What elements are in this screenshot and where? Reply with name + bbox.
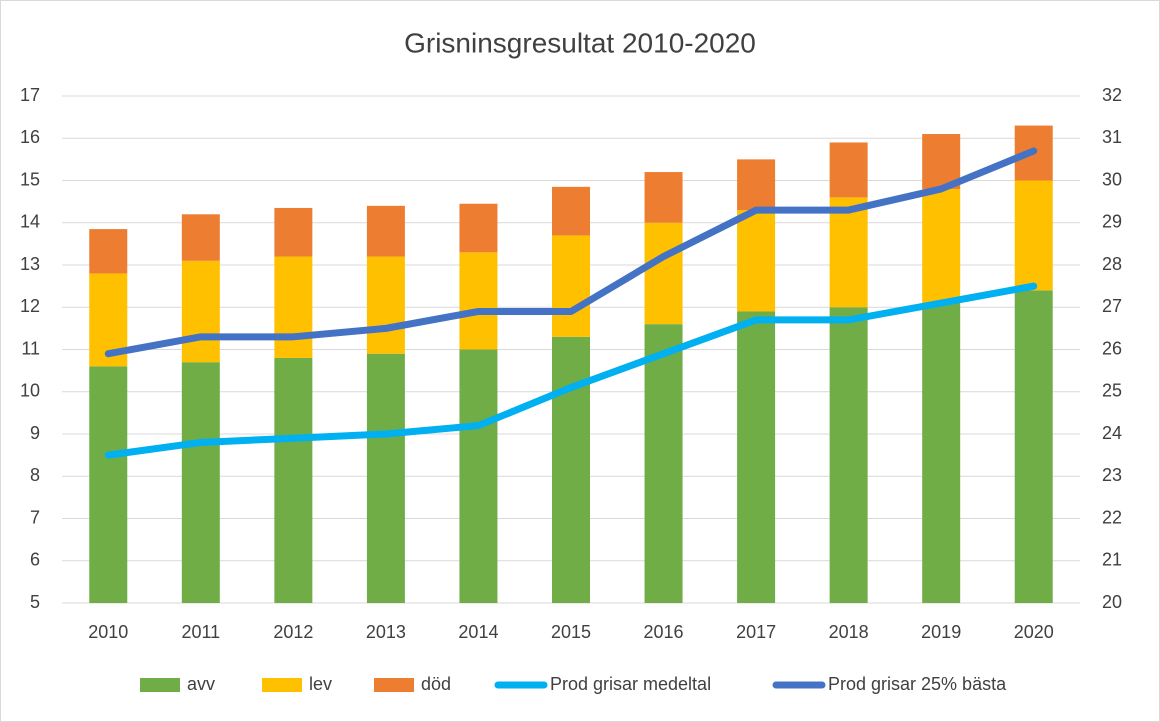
bar-segment (459, 203, 498, 253)
bar-segment (922, 134, 961, 189)
y-tick-label: 15 (20, 169, 40, 189)
bar-segment (737, 159, 776, 211)
y2-tick-label: 31 (1102, 127, 1122, 147)
x-tick-label: 2015 (551, 622, 591, 642)
bar-segment (737, 311, 776, 603)
y2-tick-label: 28 (1102, 254, 1122, 274)
x-tick-label: 2019 (921, 622, 961, 642)
legend-label: Prod grisar 25% bästa (828, 674, 1007, 694)
legend-label: död (421, 674, 451, 694)
x-tick-label: 2020 (1014, 622, 1054, 642)
bar-segment (274, 256, 313, 358)
bar-segment (181, 362, 220, 603)
bar-segment (737, 210, 776, 312)
bar-segment (89, 366, 128, 603)
bar-segment (366, 205, 405, 257)
bar-segment (644, 324, 683, 603)
bar-segment (459, 252, 498, 350)
bar-segment (274, 357, 313, 603)
legend-swatch (262, 678, 302, 692)
x-tick-label: 2016 (644, 622, 684, 642)
bar-segment (829, 142, 868, 198)
bar-segment (89, 229, 128, 274)
y-tick-label: 14 (20, 212, 40, 232)
y2-tick-label: 27 (1102, 296, 1122, 316)
bar-segment (366, 256, 405, 354)
bar-segment (644, 222, 683, 325)
legend-label: lev (309, 674, 332, 694)
bar-segment (644, 172, 683, 223)
y-tick-label: 6 (30, 550, 40, 570)
bar-segment (274, 207, 313, 257)
y2-tick-label: 26 (1102, 338, 1122, 358)
bar-segment (366, 353, 405, 603)
bar-segment (181, 260, 220, 363)
bar-segment (1014, 180, 1053, 291)
bar-segment (552, 186, 590, 236)
line-series (104, 147, 1038, 358)
y-tick-label: 5 (30, 592, 40, 612)
bar-segment (459, 349, 498, 603)
line-series (104, 282, 1038, 459)
x-tick-label: 2010 (88, 622, 128, 642)
y-tick-label: 17 (20, 85, 40, 105)
bar-segment (181, 214, 220, 261)
chart-title: Grisninsgresultat 2010-2020 (404, 27, 756, 58)
x-tick-label: 2018 (829, 622, 869, 642)
y-tick-label: 12 (20, 296, 40, 316)
x-tick-label: 2012 (273, 622, 313, 642)
bar-segment (552, 336, 590, 603)
legend-label: avv (187, 674, 215, 694)
y-tick-label: 10 (20, 381, 40, 401)
y2-tick-label: 30 (1102, 169, 1122, 189)
y-tick-label: 7 (30, 507, 40, 527)
bar-segment (922, 303, 961, 603)
x-tick-label: 2017 (736, 622, 776, 642)
y2-tick-label: 29 (1102, 212, 1122, 232)
legend-label: Prod grisar medeltal (550, 674, 711, 694)
y2-tick-label: 23 (1102, 465, 1122, 485)
y2-tick-label: 24 (1102, 423, 1122, 443)
x-tick-label: 2014 (458, 622, 498, 642)
bar-segment (829, 197, 868, 308)
y-tick-label: 11 (21, 338, 40, 358)
y2-tick-label: 20 (1102, 592, 1122, 612)
legend-swatch (374, 678, 414, 692)
bar-segment (829, 307, 868, 603)
y-tick-label: 13 (20, 254, 40, 274)
y2-tick-label: 32 (1102, 85, 1122, 105)
y-tick-label: 9 (30, 423, 40, 443)
y2-tick-label: 22 (1102, 507, 1122, 527)
x-tick-label: 2013 (366, 622, 406, 642)
bar-segment (922, 188, 961, 304)
y-tick-label: 16 (20, 127, 40, 147)
bar-segment (1014, 290, 1053, 603)
bar-segment (552, 235, 590, 337)
y2-tick-label: 21 (1102, 550, 1122, 570)
x-tick-label: 2011 (181, 622, 220, 642)
y2-tick-label: 25 (1102, 381, 1122, 401)
y-tick-label: 8 (30, 465, 40, 485)
legend-swatch (140, 678, 180, 692)
